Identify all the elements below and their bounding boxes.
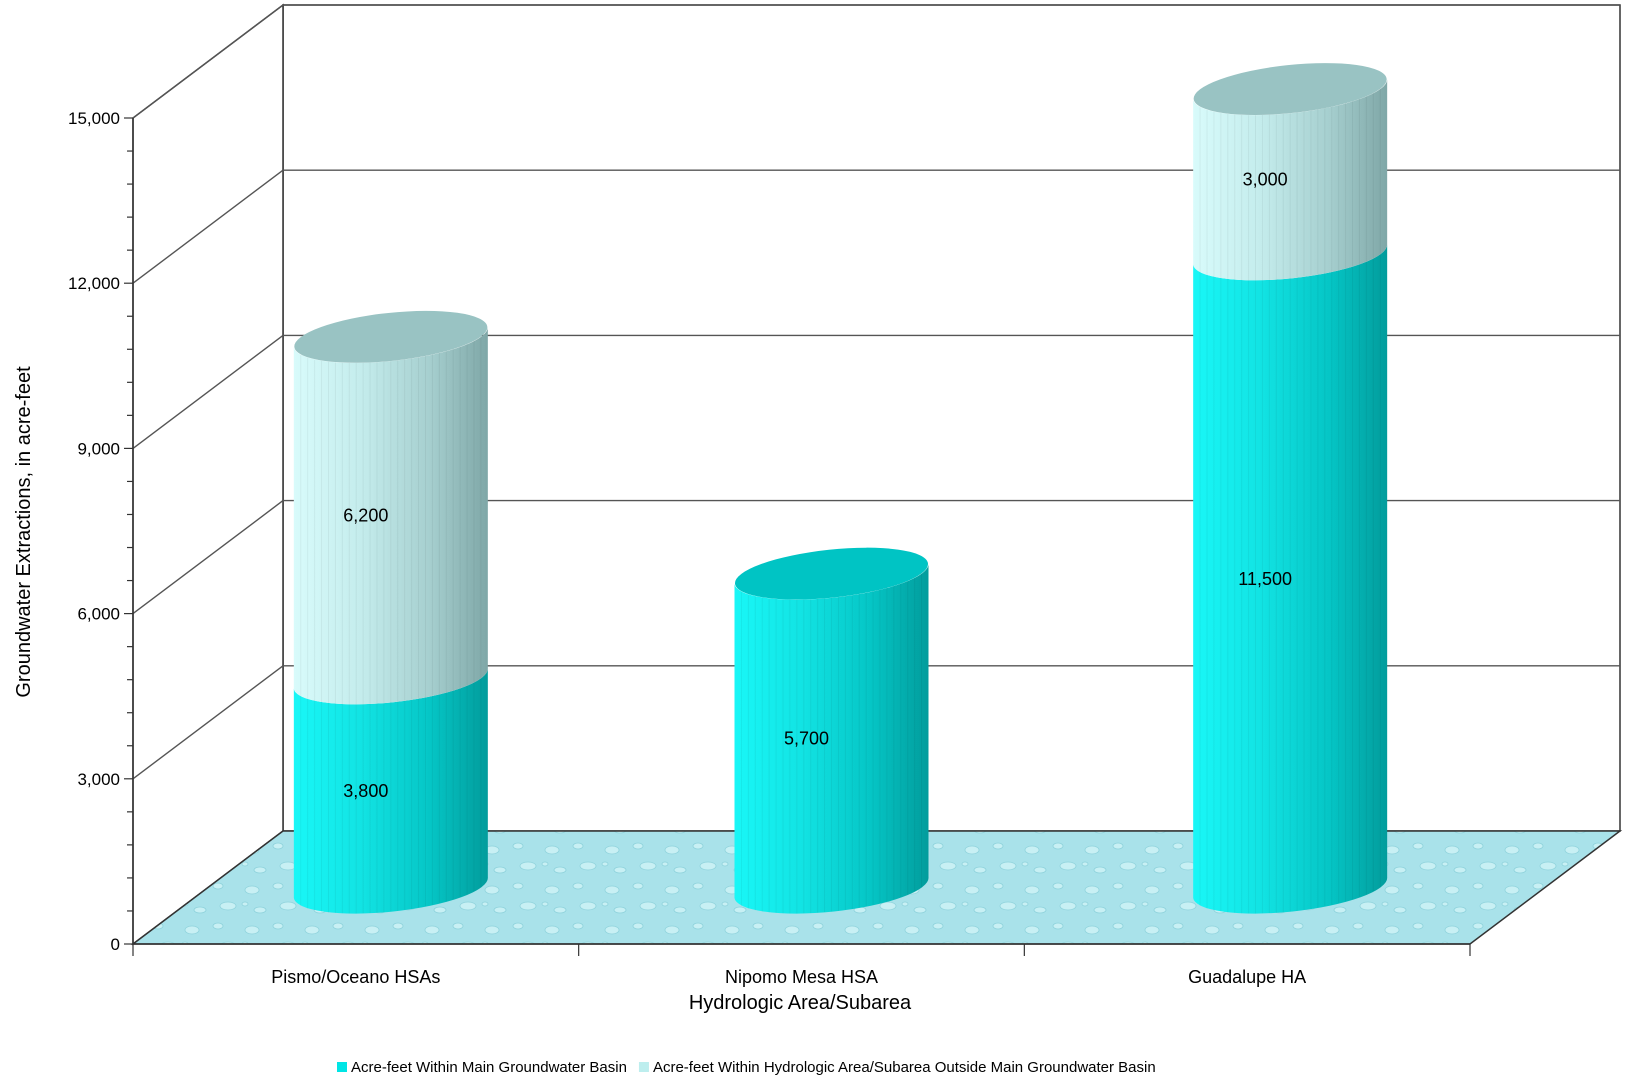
y-tick-label: 3,000: [77, 770, 120, 789]
x-tick-label: Pismo/Oceano HSAs: [271, 967, 440, 987]
legend-item: Acre-feet Within Hydrologic Area/Subarea…: [638, 1059, 1156, 1076]
legend-item: Acre-feet Within Main Groundwater Basin: [337, 1059, 627, 1076]
y-tick-label: 15,000: [68, 109, 120, 128]
legend-label: Acre-feet Within Hydrologic Area/Subarea…: [653, 1059, 1156, 1076]
gridline-side: [132, 4, 284, 119]
bar-within-basin: [293, 668, 488, 914]
bar-outside-basin: [1193, 63, 1388, 281]
y-tick-label: 6,000: [77, 605, 120, 624]
y-tick-label: 12,000: [68, 274, 120, 293]
data-label: 5,700: [784, 729, 829, 749]
gridline-side: [132, 334, 284, 449]
back-wall: [282, 4, 1621, 832]
bar-outside-basin: [293, 310, 488, 705]
legend-swatch: [337, 1062, 347, 1072]
y-tick-label: 9,000: [77, 439, 120, 458]
x-tick-label: Nipomo Mesa HSA: [725, 967, 878, 987]
gridline-side: [132, 665, 284, 780]
y-tick-label: 0: [111, 935, 120, 954]
data-label: 3,800: [343, 781, 388, 801]
data-label: 6,200: [343, 506, 388, 526]
side-wall: [132, 3, 284, 946]
legend-label: Acre-feet Within Main Groundwater Basin: [351, 1059, 627, 1076]
gridline-side: [132, 500, 284, 615]
x-tick-label: Guadalupe HA: [1188, 967, 1306, 987]
legend-swatch: [638, 1062, 649, 1072]
y-axis-title: Groundwater Extractions, in acre-feet: [13, 366, 35, 698]
bar-within-basin: [734, 547, 929, 914]
bar-within-basin: [1193, 244, 1388, 914]
x-axis-title: Hydrologic Area/Subarea: [689, 992, 912, 1014]
data-label: 3,000: [1243, 170, 1288, 190]
data-label: 11,500: [1238, 569, 1292, 589]
gridline-side: [132, 169, 284, 284]
